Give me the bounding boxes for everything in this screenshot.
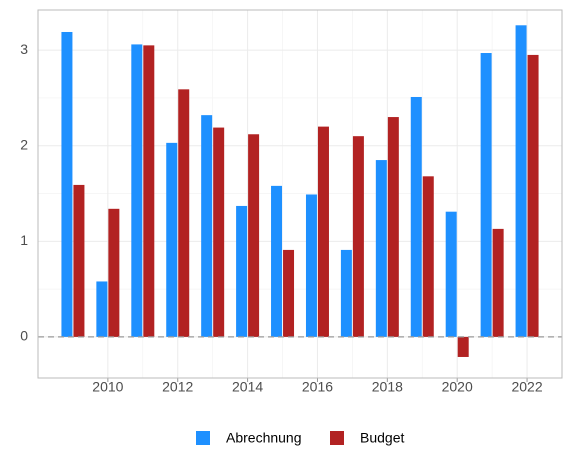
- x-tick-label: 2018: [372, 379, 403, 395]
- bar: [248, 134, 260, 337]
- bar: [108, 208, 120, 337]
- bar: [515, 25, 527, 337]
- y-tick-label: 3: [20, 41, 28, 57]
- y-tick-label: 1: [20, 232, 28, 248]
- y-tick-label: 2: [20, 136, 28, 152]
- bar: [410, 96, 422, 337]
- bar: [143, 45, 155, 337]
- bar: [61, 31, 73, 337]
- bar: [131, 44, 143, 337]
- bar: [166, 142, 178, 337]
- x-tick-label: 2020: [442, 379, 473, 395]
- bar: [422, 176, 434, 337]
- bar: [352, 136, 364, 337]
- bar: [305, 194, 317, 337]
- bar: [387, 117, 399, 337]
- bar: [375, 160, 387, 337]
- bar: [340, 249, 352, 337]
- y-tick-label: 0: [20, 328, 28, 344]
- bar: [178, 89, 190, 337]
- x-tick-label: 2010: [92, 379, 123, 395]
- x-tick-label: 2014: [232, 379, 263, 395]
- bar: [480, 53, 492, 337]
- bar: [492, 228, 504, 337]
- bar: [73, 184, 85, 337]
- legend-label: Budget: [360, 430, 404, 446]
- bar: [201, 115, 213, 337]
- bar: [271, 185, 283, 337]
- bar: [457, 336, 469, 357]
- x-tick-label: 2012: [162, 379, 193, 395]
- x-tick-label: 2016: [302, 379, 333, 395]
- legend-swatch: [196, 431, 210, 445]
- bar: [236, 205, 248, 337]
- plot-border: [37, 9, 563, 379]
- bar: [213, 127, 225, 337]
- x-tick-label: 2022: [511, 379, 542, 395]
- legend-label: Abrechnung: [226, 430, 302, 446]
- bar: [527, 54, 539, 337]
- bar: [96, 281, 108, 337]
- bar: [317, 126, 329, 337]
- bar: [445, 211, 457, 337]
- legend-swatch: [330, 431, 344, 445]
- bar: [283, 249, 295, 337]
